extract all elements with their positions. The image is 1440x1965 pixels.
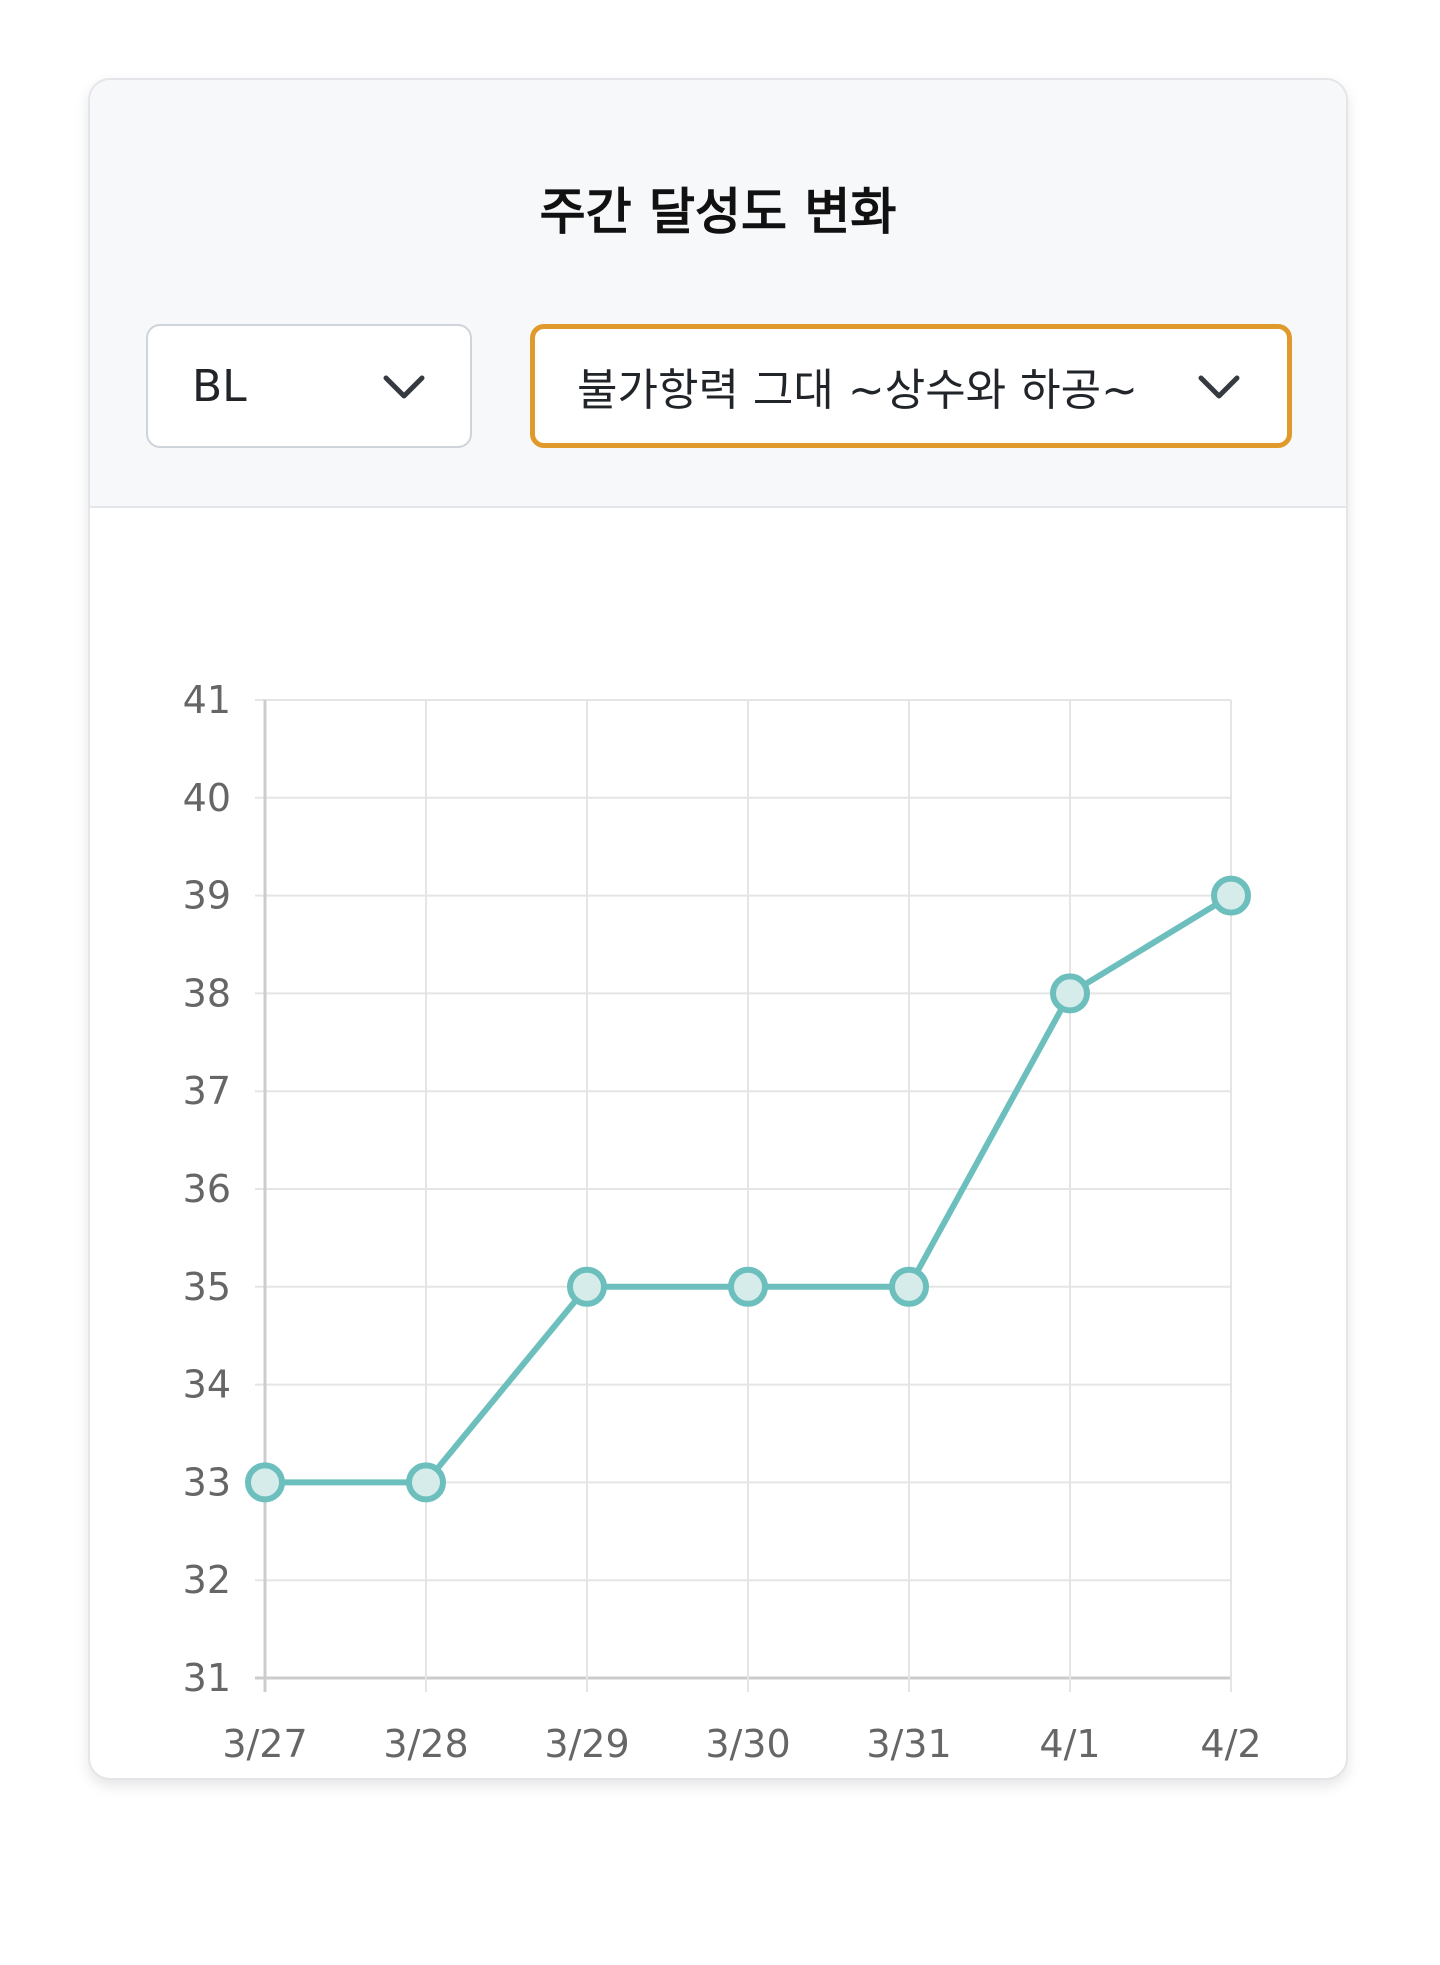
- data-point: [1050, 973, 1090, 1014]
- chevron-down-icon: [383, 375, 425, 399]
- y-tick-label: 31: [183, 1656, 231, 1700]
- category-select[interactable]: BL: [146, 324, 472, 448]
- x-tick-label: 3/31: [866, 1722, 951, 1766]
- x-tick-label: 3/27: [222, 1722, 307, 1766]
- data-point: [245, 1462, 285, 1503]
- y-tick-label: 38: [183, 971, 231, 1015]
- y-tick-label: 36: [183, 1167, 231, 1211]
- x-tick-label: 4/1: [1039, 1722, 1100, 1766]
- x-tick-label: 3/30: [705, 1722, 790, 1766]
- work-select-value: 불가항력 그대 ~상수와 하공~: [577, 365, 1138, 416]
- y-tick-label: 41: [183, 678, 231, 722]
- y-tick-label: 34: [183, 1363, 231, 1407]
- chevron-down-icon: [1198, 375, 1240, 399]
- chart-area: 41 40 39 38 37 36 35 34 33 32 31 3/27 3/28 3/29 3/30 3/…: [90, 508, 1346, 1778]
- x-tick-label: 3/29: [544, 1722, 629, 1766]
- y-tick-label: 33: [183, 1460, 231, 1504]
- data-point: [728, 1266, 768, 1307]
- work-select[interactable]: 불가항력 그대 ~상수와 하공~: [530, 324, 1292, 448]
- data-point: [889, 1266, 929, 1307]
- card-title: 주간 달성도 변화: [539, 183, 897, 241]
- x-tick-label: 4/2: [1200, 1722, 1261, 1766]
- weekly-progress-card: 주간 달성도 변화 BL 불가항력 그대 ~상수와 하공~ 41 40 39 38 37…: [88, 78, 1348, 1780]
- data-point: [1211, 875, 1251, 916]
- x-tick-label: 3/28: [383, 1722, 468, 1766]
- y-tick-label: 35: [183, 1265, 231, 1309]
- y-tick-label: 37: [183, 1069, 231, 1113]
- category-select-value: BL: [192, 360, 247, 412]
- line-chart: 41 40 39 38 37 36 35 34 33 32 31 3/27 3/28 3/29 3/30 3/…: [183, 678, 1262, 1766]
- data-point: [567, 1266, 607, 1307]
- card-header: 주간 달성도 변화 BL 불가항력 그대 ~상수와 하공~: [90, 80, 1346, 508]
- y-tick-label: 39: [183, 874, 231, 918]
- y-tick-label: 32: [183, 1558, 231, 1602]
- y-tick-label: 40: [183, 776, 231, 820]
- data-point: [406, 1462, 446, 1503]
